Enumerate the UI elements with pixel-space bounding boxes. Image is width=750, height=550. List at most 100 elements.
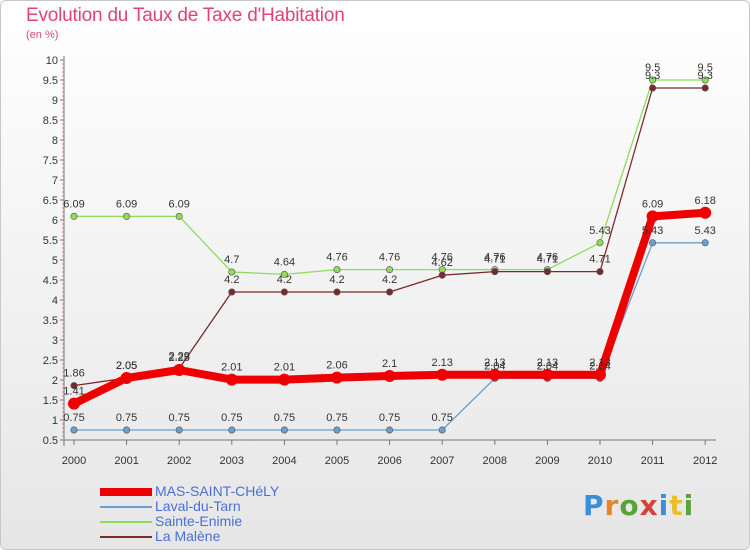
data-label: 4.76: [537, 252, 558, 264]
x-tick-label: 2004: [272, 455, 296, 467]
data-point: [70, 426, 78, 434]
data-label: 4.2: [329, 274, 344, 286]
data-label: 4.76: [326, 252, 347, 264]
data-point: [386, 426, 394, 434]
x-tick-label: 2010: [588, 455, 612, 467]
y-tick-label: 7.5: [43, 155, 58, 167]
y-tick-label: 2.5: [43, 355, 58, 367]
data-label: 5.43: [694, 225, 715, 237]
data-point: [123, 426, 131, 434]
data-point: [123, 212, 131, 220]
data-label: 2.05: [116, 360, 137, 372]
y-tick-label: 3: [52, 335, 58, 347]
data-point: [333, 266, 341, 274]
data-label: 1.41: [63, 386, 84, 398]
data-label: 6.09: [168, 198, 189, 210]
data-label: 9.3: [645, 70, 660, 82]
data-point: [228, 426, 236, 434]
data-label: 4.7: [224, 254, 239, 266]
data-label: 4.76: [484, 252, 505, 264]
data-point: [543, 268, 551, 276]
data-label: 2.04: [484, 360, 505, 372]
data-label: 0.75: [274, 412, 295, 424]
data-point: [438, 426, 446, 434]
data-label: 0.75: [63, 412, 84, 424]
data-label: 4.71: [537, 254, 558, 266]
data-point: [173, 364, 186, 376]
data-label: 4.71: [484, 254, 505, 266]
data-label: 6.09: [63, 198, 84, 210]
chart-subtitle: (en %): [26, 29, 59, 41]
x-tick-label: 2003: [220, 455, 244, 467]
series-line: [73, 79, 706, 276]
legend-swatch: [100, 536, 152, 538]
data-label: 2.06: [326, 360, 347, 372]
data-label: 2.29: [168, 350, 189, 362]
x-tick-label: 2007: [430, 455, 454, 467]
data-point: [228, 288, 236, 296]
x-tick-label: 2006: [377, 455, 401, 467]
y-tick-label: 0.5: [43, 435, 58, 447]
data-point: [331, 371, 343, 384]
data-label: 5.43: [642, 225, 663, 237]
data-label: 2.13: [537, 357, 558, 369]
logo-letter: t: [669, 489, 684, 522]
data-point: [596, 239, 604, 247]
data-point: [649, 84, 657, 92]
y-tick-label: 2: [52, 375, 58, 387]
data-point: [280, 270, 288, 278]
data-label: 6.09: [642, 198, 663, 210]
data-label: 2.04: [589, 360, 610, 372]
data-label: 2.1: [382, 358, 397, 370]
data-point: [649, 239, 657, 247]
data-point: [70, 382, 78, 390]
data-point: [649, 76, 657, 84]
y-tick-label: 9.5: [43, 75, 58, 87]
data-label: 2.13: [484, 357, 505, 369]
data-point: [541, 368, 554, 381]
data-point: [228, 268, 236, 276]
data-label: 0.75: [431, 412, 452, 424]
data-label: 2.05: [116, 360, 137, 372]
legend-label: MAS-SAINT-CHéLY: [155, 483, 280, 499]
data-point: [386, 288, 394, 296]
data-label: 0.75: [379, 412, 400, 424]
data-label: 6.09: [116, 198, 137, 210]
x-tick-label: 2009: [535, 455, 559, 467]
data-point: [701, 84, 709, 92]
data-point: [701, 76, 709, 84]
data-label: 2.01: [274, 362, 295, 374]
y-tick-label: 9: [52, 95, 58, 107]
data-point: [699, 206, 712, 219]
data-point: [488, 368, 501, 381]
legend-label: Laval-du-Tarn: [155, 498, 241, 514]
data-point: [596, 268, 604, 276]
data-point: [280, 288, 288, 296]
data-label: 9.5: [698, 62, 713, 74]
data-label: 0.75: [221, 412, 242, 424]
y-tick-label: 6.5: [43, 195, 58, 207]
data-point: [333, 288, 341, 296]
x-tick-label: 2012: [693, 455, 717, 467]
logo-letter: i: [683, 489, 695, 522]
data-point: [68, 397, 80, 410]
x-tick-label: 2002: [167, 455, 191, 467]
data-label: 4.76: [379, 252, 400, 264]
data-point: [491, 268, 499, 276]
data-point: [386, 266, 394, 274]
chart-title: Evolution du Taux de Taxe d'Habitation: [26, 5, 345, 26]
data-label: 2.25: [168, 352, 189, 364]
data-label: 2.13: [431, 357, 452, 369]
data-point: [436, 368, 449, 381]
data-point: [594, 368, 606, 381]
logo-letter: x: [639, 489, 659, 522]
data-label: 4.62: [431, 257, 452, 269]
data-point: [70, 212, 78, 220]
data-point: [701, 239, 709, 247]
data-label: 4.71: [589, 254, 610, 266]
data-label: 6.18: [694, 195, 715, 207]
y-tick-label: 4.5: [43, 275, 58, 287]
data-label: 4.2: [224, 274, 239, 286]
